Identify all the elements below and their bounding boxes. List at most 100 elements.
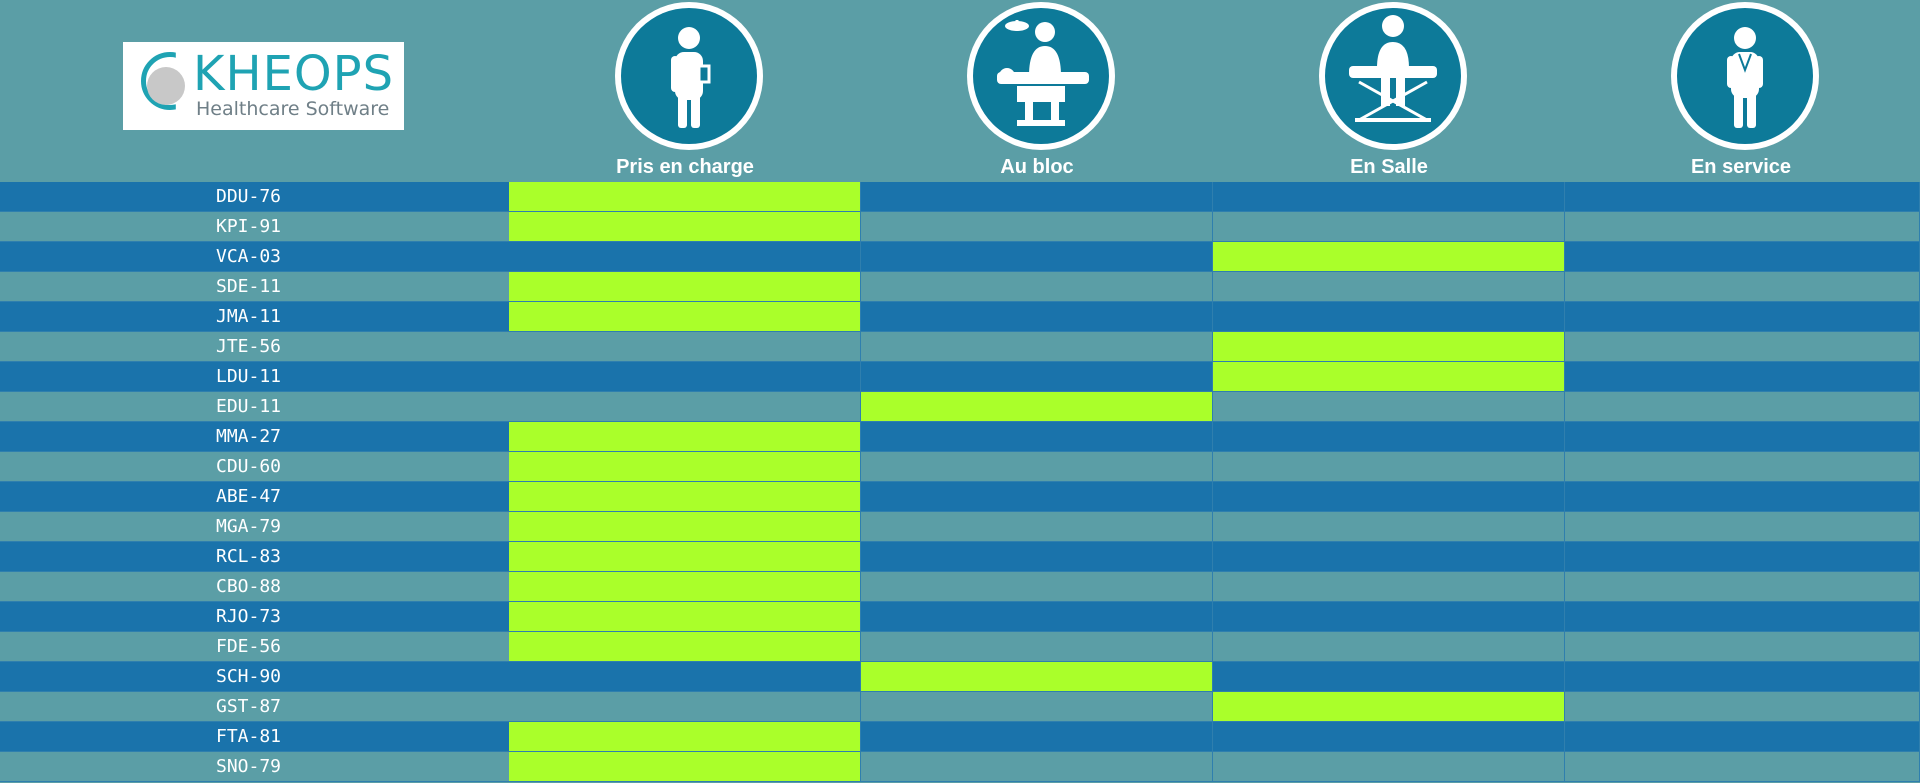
status-cell xyxy=(861,662,1213,692)
table-row: FTA-81 xyxy=(0,722,1920,752)
status-cell xyxy=(861,692,1213,722)
status-cell xyxy=(509,572,861,602)
table-row: MMA-27 xyxy=(0,422,1920,452)
status-cell xyxy=(1565,272,1920,302)
patient-code: RJO-73 xyxy=(0,602,509,632)
table-row: GST-87 xyxy=(0,692,1920,722)
status-cell xyxy=(1213,662,1565,692)
status-cell xyxy=(509,422,861,452)
table-row: LDU-11 xyxy=(0,362,1920,392)
status-cell xyxy=(1565,212,1920,242)
patient-code: KPI-91 xyxy=(0,212,509,242)
table-row: JMA-11 xyxy=(0,302,1920,332)
status-cell xyxy=(861,182,1213,212)
status-cell xyxy=(1213,512,1565,542)
status-cell xyxy=(509,272,861,302)
status-cell xyxy=(861,542,1213,572)
status-cell xyxy=(1213,692,1565,722)
kheops-logo: KHEOPS Healthcare Software xyxy=(123,42,404,130)
status-cell xyxy=(1213,482,1565,512)
patient-code: LDU-11 xyxy=(0,362,509,392)
patient-code: FTA-81 xyxy=(0,722,509,752)
status-cell xyxy=(509,242,861,272)
patient-code: GST-87 xyxy=(0,692,509,722)
status-cell xyxy=(861,362,1213,392)
status-cell xyxy=(861,272,1213,302)
status-cell xyxy=(509,302,861,332)
table-row: KPI-91 xyxy=(0,212,1920,242)
patient-code: JTE-56 xyxy=(0,332,509,362)
status-cell xyxy=(1565,512,1920,542)
status-cell xyxy=(1213,242,1565,272)
status-cell xyxy=(861,602,1213,632)
status-cell xyxy=(1565,722,1920,752)
patient-code: JMA-11 xyxy=(0,302,509,332)
status-cell xyxy=(509,542,861,572)
column-header-en-service: En service xyxy=(1565,0,1917,182)
patient-code: VCA-03 xyxy=(0,242,509,272)
status-cell xyxy=(1565,332,1920,362)
table-row: SCH-90 xyxy=(0,662,1920,692)
patient-status-grid: DDU-76 KPI-91 VCA-03 SDE-11 JMA-11 JTE-56 LDU-… xyxy=(0,182,1920,782)
doctor-icon xyxy=(615,2,763,150)
table-row: JTE-56 xyxy=(0,332,1920,362)
status-cell xyxy=(1565,392,1920,422)
status-cell xyxy=(861,392,1213,422)
status-cell xyxy=(861,212,1213,242)
column-title: En service xyxy=(1690,156,1792,178)
table-row: CBO-88 xyxy=(0,572,1920,602)
status-cell xyxy=(509,512,861,542)
logo-brand: KHEOPS xyxy=(193,46,395,102)
patient-seated-icon xyxy=(1319,2,1467,150)
status-cell xyxy=(1213,752,1565,782)
status-cell xyxy=(1565,662,1920,692)
status-cell xyxy=(509,212,861,242)
table-row: SDE-11 xyxy=(0,272,1920,302)
table-row: VCA-03 xyxy=(0,242,1920,272)
column-header-en-salle: En Salle xyxy=(1213,0,1565,182)
table-row: RCL-83 xyxy=(0,542,1920,572)
status-cell xyxy=(861,452,1213,482)
table-row: RJO-73 xyxy=(0,602,1920,632)
status-cell xyxy=(1213,362,1565,392)
status-cell xyxy=(861,422,1213,452)
table-row: ABE-47 xyxy=(0,482,1920,512)
status-cell xyxy=(1565,182,1920,212)
status-cell xyxy=(861,302,1213,332)
patient-code: ABE-47 xyxy=(0,482,509,512)
status-cell xyxy=(509,602,861,632)
status-cell xyxy=(1213,422,1565,452)
status-cell xyxy=(1213,452,1565,482)
status-cell xyxy=(1565,602,1920,632)
status-cell xyxy=(1565,692,1920,722)
table-row: FDE-56 xyxy=(0,632,1920,662)
logo-dot xyxy=(147,67,185,105)
status-cell xyxy=(1565,362,1920,392)
status-cell xyxy=(1213,542,1565,572)
column-title: Pris en charge xyxy=(616,156,754,178)
patient-code: SCH-90 xyxy=(0,662,509,692)
table-row: CDU-60 xyxy=(0,452,1920,482)
logo-ring xyxy=(141,52,176,110)
status-cell xyxy=(509,632,861,662)
status-cell xyxy=(1565,572,1920,602)
patient-code: DDU-76 xyxy=(0,182,509,212)
status-cell xyxy=(509,182,861,212)
patient-code: MGA-79 xyxy=(0,512,509,542)
status-cell xyxy=(1565,542,1920,572)
table-row: EDU-11 xyxy=(0,392,1920,422)
status-cell xyxy=(861,632,1213,662)
status-cell xyxy=(861,512,1213,542)
status-cell xyxy=(509,392,861,422)
table-row: SNO-79 xyxy=(0,752,1920,782)
status-cell xyxy=(1213,572,1565,602)
status-cell xyxy=(861,722,1213,752)
status-cell xyxy=(509,332,861,362)
status-cell xyxy=(509,482,861,512)
patient-code: EDU-11 xyxy=(0,392,509,422)
status-cell xyxy=(509,752,861,782)
status-cell xyxy=(1213,722,1565,752)
status-cell xyxy=(1213,392,1565,422)
status-cell xyxy=(509,722,861,752)
status-cell xyxy=(1213,272,1565,302)
